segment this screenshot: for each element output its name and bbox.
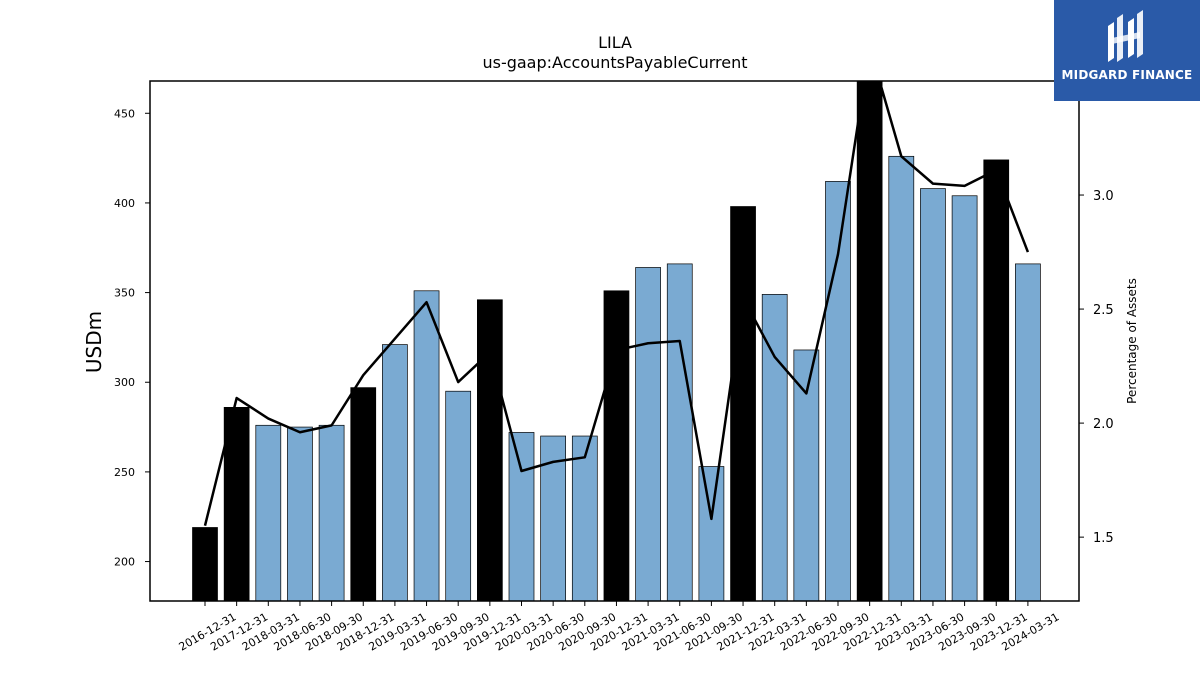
bar-2018-06-30 [287, 426, 313, 602]
y-axis-label: USDm [82, 311, 106, 373]
y-tick-label: 400 [114, 197, 135, 210]
bar-2018-03-31 [255, 424, 282, 602]
bar-2023-12-31 [983, 159, 1010, 602]
bar-2019-03-31 [382, 344, 408, 602]
bar-2022-06-30 [793, 349, 820, 602]
percentage-line-path [203, 81, 1030, 527]
logo-text: MIDGARD FINANCE [1061, 68, 1193, 82]
y2-tick-label: 2.0 [1093, 417, 1114, 432]
bar-2018-12-31 [350, 387, 377, 602]
bars [192, 80, 1041, 602]
bar-2022-09-30 [825, 181, 851, 602]
chart-subtitle: us-gaap:AccountsPayableCurrent [482, 53, 747, 72]
midgard-logo: MIDGARD FINANCE [1054, 0, 1200, 101]
bar-2019-06-30 [413, 290, 440, 602]
bar-2019-09-30 [445, 390, 472, 602]
bar-2022-03-31 [761, 294, 788, 602]
bar-2017-12-31 [223, 406, 250, 602]
bar-2022-12-31 [856, 80, 883, 602]
y2-axis-label: Percentage of Assets [1125, 278, 1139, 404]
chart-title: LILA [598, 33, 632, 52]
bar-2016-12-31 [192, 527, 218, 602]
plot-frame [149, 80, 1080, 602]
y-tick-label: 250 [114, 466, 135, 479]
bar-2023-09-30 [951, 195, 978, 602]
y2-tick-label: 2.5 [1093, 303, 1114, 318]
x-axis: 2016-12-312017-12-312018-03-312018-06-30… [177, 601, 1061, 654]
bar-2020-09-30 [571, 435, 598, 602]
right-axis: 1.5 2.0 2.5 3.0 [1079, 189, 1114, 546]
bar-2023-03-31 [888, 155, 915, 602]
bar-2020-03-31 [508, 432, 535, 602]
midgard-logo-icon [1108, 10, 1143, 62]
bar-2021-06-30 [666, 263, 693, 602]
bar-2018-09-30 [318, 424, 345, 602]
y2-tick-label: 3.0 [1093, 189, 1114, 204]
bar-2021-03-31 [635, 267, 661, 602]
left-axis: 200 250 300 350 400 450 [114, 107, 150, 569]
y-tick-label: 450 [114, 107, 135, 120]
bar-2021-09-30 [698, 466, 725, 602]
y-tick-label: 200 [114, 556, 135, 569]
bar-2023-06-30 [920, 188, 946, 602]
y-tick-label: 300 [114, 376, 135, 389]
bar-2021-12-31 [730, 206, 756, 602]
bar-2020-12-31 [603, 290, 630, 602]
y-tick-label: 350 [114, 287, 135, 300]
y2-tick-label: 1.5 [1093, 531, 1114, 546]
bar-2019-12-31 [477, 299, 503, 602]
percentage-line [203, 81, 1030, 527]
bar-2024-03-31 [1015, 263, 1041, 602]
